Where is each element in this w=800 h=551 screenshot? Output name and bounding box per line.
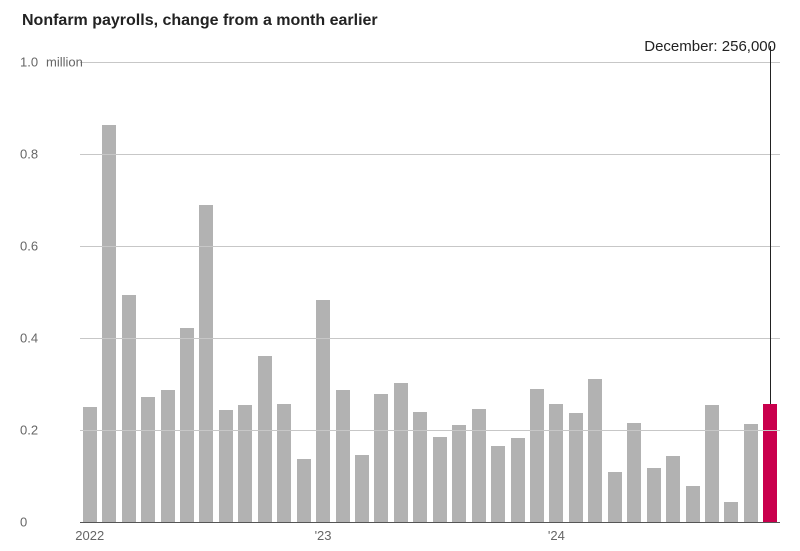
bar: [647, 468, 661, 522]
bar: [413, 412, 427, 522]
bar: [374, 394, 388, 522]
bar: [102, 125, 116, 522]
bar: [627, 423, 641, 522]
y-axis-label: 0.8: [20, 147, 74, 162]
gridline: [80, 338, 780, 339]
bar: [511, 438, 525, 522]
x-axis-label: 2022: [75, 528, 104, 543]
chart-title: Nonfarm payrolls, change from a month ea…: [22, 12, 780, 30]
bar: [141, 397, 155, 522]
bar: [452, 425, 466, 522]
bar: [316, 300, 330, 522]
bar: [277, 404, 291, 522]
bars-container: [80, 62, 780, 522]
bar: [122, 295, 136, 522]
bar: [219, 410, 233, 522]
bar: [433, 437, 447, 522]
annotation-value: 256,000: [722, 38, 776, 55]
gridline: [80, 246, 780, 247]
bar: [588, 379, 602, 522]
bar: [258, 356, 272, 522]
bar: [530, 389, 544, 522]
y-axis-label: 0.2: [20, 423, 74, 438]
x-axis-label: '23: [315, 528, 332, 543]
highlight-annotation: December: 256,000: [644, 38, 776, 55]
y-axis-unit: million: [46, 55, 83, 70]
bar-highlight: [763, 404, 777, 522]
bar: [549, 404, 563, 522]
callout-line: [770, 46, 771, 404]
gridline: [80, 430, 780, 431]
bar: [608, 472, 622, 522]
bar: [297, 459, 311, 522]
gridline: [80, 62, 780, 63]
y-axis-label: 0.6: [20, 239, 74, 254]
bar: [724, 502, 738, 522]
bar: [238, 405, 252, 522]
bar: [686, 486, 700, 522]
bar: [336, 390, 350, 522]
bar: [394, 383, 408, 522]
bar: [666, 456, 680, 522]
annotation-label: December:: [644, 38, 717, 55]
bar: [472, 409, 486, 522]
bar: [161, 390, 175, 522]
y-axis-label: 0.4: [20, 331, 74, 346]
bar: [491, 446, 505, 522]
gridline: [80, 154, 780, 155]
bar: [744, 424, 758, 522]
axis-baseline: [80, 522, 780, 523]
bar: [180, 328, 194, 522]
chart-plot-area: 00.20.40.60.81.0million2022'23'24: [20, 62, 780, 522]
bar: [199, 205, 213, 522]
bar: [355, 455, 369, 522]
y-axis-label: 0: [20, 515, 74, 530]
bar: [83, 407, 97, 522]
x-axis-label: '24: [548, 528, 565, 543]
bar: [705, 405, 719, 522]
